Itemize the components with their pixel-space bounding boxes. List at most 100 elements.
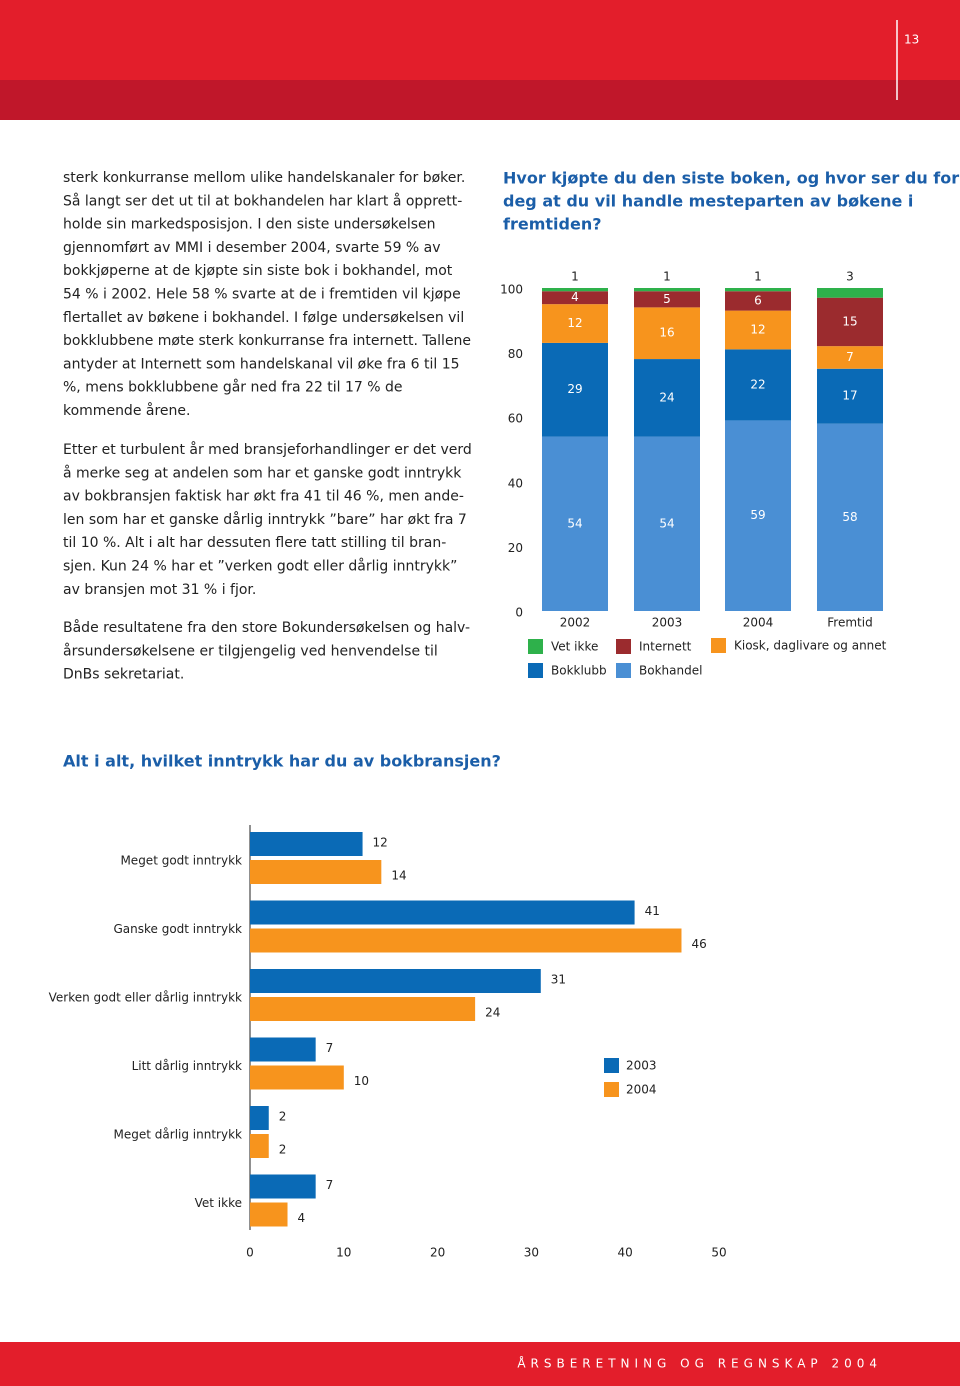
paragraph-line: kommende årene. [63, 402, 190, 419]
page-number: 13 [904, 33, 919, 47]
category-label: Ganske godt inntrykk [113, 922, 242, 936]
bar-segment [817, 297, 883, 347]
bar-segment [634, 288, 700, 292]
value-label: 1 [663, 270, 671, 284]
bar [250, 832, 363, 856]
bar [250, 900, 635, 925]
bar-segment [634, 291, 700, 308]
x-tick-label: 2003 [652, 616, 683, 630]
category-label: Meget dårlig inntrykk [114, 1128, 242, 1142]
y-tick-label: 40 [508, 476, 523, 490]
value-label: 7 [326, 1178, 334, 1192]
x-tick-label: 50 [711, 1246, 726, 1260]
value-label: 58 [842, 510, 857, 524]
y-tick-label: 80 [508, 347, 523, 361]
x-tick-label: 2004 [743, 616, 774, 630]
value-label: 16 [659, 326, 674, 340]
value-label: 22 [750, 377, 765, 391]
legend-swatch [604, 1058, 619, 1073]
bar-segment [725, 420, 791, 611]
value-label: 4 [298, 1211, 306, 1225]
legend-label: Bokklubb [551, 664, 607, 678]
paragraph-line: Etter et turbulent år med bransjeforhand… [63, 441, 472, 458]
y-tick-label: 60 [508, 412, 523, 426]
bar [250, 860, 382, 884]
paragraph-line: holde sin markedsposisjon. I den siste u… [63, 217, 436, 233]
footer-text: ÅRSBERETNING OG REGNSKAP 2004 [517, 1356, 882, 1371]
category-label: Meget godt inntrykk [120, 854, 242, 868]
paragraph-line: Så langt ser det ut til at bokhandelen h… [63, 192, 462, 209]
category-label: Vet ikke [195, 1196, 242, 1210]
value-label: 41 [645, 904, 660, 918]
value-label: 10 [354, 1074, 369, 1088]
value-label: 1 [754, 270, 762, 284]
paragraph-line: flertallet av bøkene i bokhandel. I følg… [63, 310, 464, 326]
bar-segment [725, 291, 791, 311]
value-label: 6 [754, 293, 762, 307]
paragraph-line: av bransjen mot 31 % i fjor. [63, 582, 256, 598]
header-band-dark [0, 80, 960, 120]
bar-segment [542, 304, 608, 343]
paragraph-line: til 10 %. Alt i alt har dessuten flere t… [63, 535, 446, 551]
bar-segment [542, 291, 608, 305]
paragraph-line: len som har et ganske dårlig inntrykk ”b… [63, 511, 467, 528]
legend-label: Vet ikke [551, 640, 598, 654]
legend-swatch [528, 639, 543, 654]
x-tick-label: 2002 [560, 616, 591, 630]
bar-segment [817, 368, 883, 424]
value-label: 12 [373, 836, 388, 850]
legend-label: Kiosk, daglivare og annet [734, 639, 887, 653]
value-label: 4 [571, 290, 579, 304]
x-tick-label: 20 [430, 1246, 445, 1260]
x-tick-label: 0 [246, 1246, 254, 1260]
bar-segment [725, 310, 791, 350]
value-label: 3 [846, 270, 854, 284]
bar-segment [817, 346, 883, 369]
bar [250, 1065, 344, 1090]
bar-segment [634, 359, 700, 437]
bar-segment [725, 349, 791, 421]
value-label: 29 [567, 382, 582, 396]
y-tick-label: 100 [500, 283, 523, 297]
value-label: 59 [750, 508, 765, 522]
category-label: Litt dårlig inntrykk [132, 1059, 242, 1073]
bar [250, 1037, 316, 1062]
x-tick-label: 30 [524, 1246, 539, 1260]
paragraph-line: Både resultatene fra den store Bokunders… [63, 619, 470, 636]
footer-band [0, 1342, 960, 1386]
value-label: 46 [691, 937, 706, 951]
bar-segment [542, 436, 608, 611]
paragraph-line: bokklubbene møte sterk konkurranse fra i… [63, 333, 471, 349]
bar-segment [817, 288, 883, 298]
legend-swatch [711, 638, 726, 653]
bar-segment [542, 288, 608, 292]
value-label: 54 [659, 516, 674, 530]
legend-label: 2004 [626, 1083, 657, 1097]
chart-title: deg at du vil handle mesteparten av bøke… [503, 192, 913, 211]
legend-label: Internett [639, 640, 692, 654]
bar [250, 928, 682, 953]
legend-label: 2003 [626, 1059, 657, 1073]
bar-segment [817, 423, 883, 611]
y-tick-label: 0 [515, 606, 523, 620]
value-label: 12 [750, 322, 765, 336]
bar-segment [634, 436, 700, 611]
bar-segment [542, 342, 608, 437]
legend-label: Bokhandel [639, 664, 702, 678]
paragraph-line: årsundersøkelsene er tilgjengelig ved he… [63, 642, 438, 659]
bar [250, 1202, 288, 1227]
paragraph-line: DnBs sekretariat. [63, 667, 184, 683]
bar [250, 1174, 316, 1199]
bar [250, 997, 476, 1021]
value-label: 24 [659, 390, 674, 404]
legend-swatch [604, 1082, 619, 1097]
value-label: 31 [551, 973, 566, 987]
paragraph-line: 54 % i 2002. Hele 58 % svarte at de i fr… [63, 287, 461, 303]
x-tick-label: 10 [336, 1246, 351, 1260]
y-tick-label: 20 [508, 541, 523, 555]
value-label: 7 [846, 350, 854, 364]
value-label: 24 [485, 1006, 500, 1020]
bar [250, 1106, 269, 1130]
x-tick-label: 40 [618, 1246, 633, 1260]
